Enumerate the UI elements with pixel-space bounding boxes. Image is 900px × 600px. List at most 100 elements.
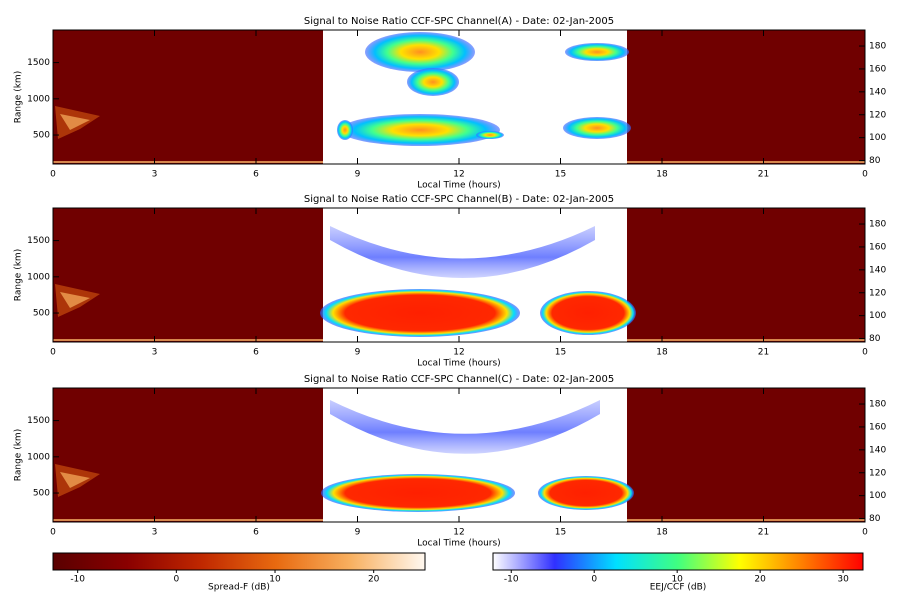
nighttime-image [53,30,323,164]
colorbar-gradient [52,552,426,571]
nighttime-image [627,30,865,164]
x-tick-label: 3 [152,528,158,538]
colorbar-gradient [492,552,864,571]
colorbar-tick-label: 20 [754,575,766,585]
y2-tick-label: 160 [869,422,886,432]
colorbar-label: Spread-F (dB) [208,583,270,593]
y-tick-label: 1500 [27,416,50,426]
x-tick-label: 0 [862,348,868,358]
x-tick-label: 0 [50,528,56,538]
ground-echo [627,519,865,521]
x-tick-label: 6 [253,528,259,538]
ground-echo [53,519,323,521]
nighttime-image [53,208,323,342]
colorbar-tick-label: 20 [368,575,380,585]
y-tick-label: 500 [33,131,50,141]
echo-region [320,289,520,337]
y-tick-label: 1500 [27,236,50,246]
x-tick-label: 15 [555,170,566,180]
x-tick-label: 21 [758,348,769,358]
echo-region [476,131,504,139]
x-axis-label: Local Time (hours) [417,539,500,549]
y2-tick-label: 120 [869,288,886,298]
spread-f-echo [60,292,90,308]
y2-tick-label: 140 [869,265,886,275]
y2-tick-label: 140 [869,445,886,455]
echo-region [563,117,631,139]
echo-region [407,68,459,96]
echo-region [340,114,500,146]
colorbar-tick-label: -10 [70,575,85,585]
x-tick-label: 18 [656,170,668,180]
x-axis-label: Local Time (hours) [417,181,500,191]
panel-title: Signal to Noise Ratio CCF-SPC Channel(B)… [304,194,614,205]
y2-tick-label: 100 [869,491,886,501]
x-tick-label: 15 [555,348,566,358]
colorbar-tick-label: -10 [504,575,519,585]
y-tick-label: 500 [33,489,50,499]
colorbar-tick-label: 0 [591,575,597,585]
y2-tick-label: 140 [869,87,886,97]
x-tick-label: 9 [355,348,361,358]
echo-region [321,474,515,512]
y2-tick-label: 120 [869,110,886,120]
panel-title: Signal to Noise Ratio CCF-SPC Channel(C)… [304,374,614,385]
echo-region [330,226,595,278]
y2-tick-label: 100 [869,311,886,321]
ground-echo [627,339,865,341]
x-tick-label: 9 [355,170,361,180]
y2-tick-label: 120 [869,468,886,478]
spread-f-echo [60,472,90,488]
echo-region [538,476,634,510]
spread-f-echo [60,114,90,130]
x-tick-label: 18 [656,528,668,538]
nighttime-image [53,388,323,522]
x-tick-label: 12 [453,170,464,180]
y-tick-label: 500 [33,309,50,319]
colorbar: -10 0 10 20 Spread-F (dB) [52,552,426,593]
y2-tick-label: 80 [869,514,881,524]
y-tick-label: 1000 [27,452,50,462]
colorbar: -10 0 10 20 30 EEJ/CCF (dB) [492,552,864,593]
y2-tick-label: 80 [869,156,881,166]
x-tick-label: 0 [862,528,868,538]
nighttime-image [627,388,865,522]
panel: Signal to Noise Ratio CCF-SPC Channel(C)… [14,374,887,549]
x-tick-label: 21 [758,170,769,180]
colorbar-tick-label: 10 [269,575,281,585]
colorbar-label: EEJ/CCF (dB) [650,583,707,593]
x-tick-label: 15 [555,528,566,538]
panel: Signal to Noise Ratio CCF-SPC Channel(B)… [14,194,887,369]
y2-tick-label: 180 [869,400,886,410]
colorbar-tick-label: 30 [837,575,849,585]
x-tick-label: 12 [453,528,464,538]
colorbar-tick-label: 0 [173,575,179,585]
y-tick-label: 1000 [27,272,50,282]
x-tick-label: 12 [453,348,464,358]
x-tick-label: 0 [50,170,56,180]
ground-echo [627,161,865,163]
x-tick-label: 0 [862,170,868,180]
x-tick-label: 21 [758,528,769,538]
colorbar-tick-label: 10 [671,575,683,585]
x-axis-label: Local Time (hours) [417,359,500,369]
echo-region [540,291,636,335]
y-axis-label: Range (km) [14,249,24,301]
echo-region [337,120,353,140]
x-tick-label: 18 [656,348,668,358]
echo-region [365,32,475,72]
x-tick-label: 9 [355,528,361,538]
nighttime-image [627,208,865,342]
y2-tick-label: 100 [869,133,886,143]
ground-echo [53,339,323,341]
y2-tick-label: 80 [869,334,881,344]
echo-region [565,43,629,61]
x-tick-label: 3 [152,348,158,358]
x-tick-label: 6 [253,170,259,180]
x-tick-label: 0 [50,348,56,358]
x-tick-label: 6 [253,348,259,358]
y-tick-label: 1500 [27,58,50,68]
ground-echo [53,161,323,163]
